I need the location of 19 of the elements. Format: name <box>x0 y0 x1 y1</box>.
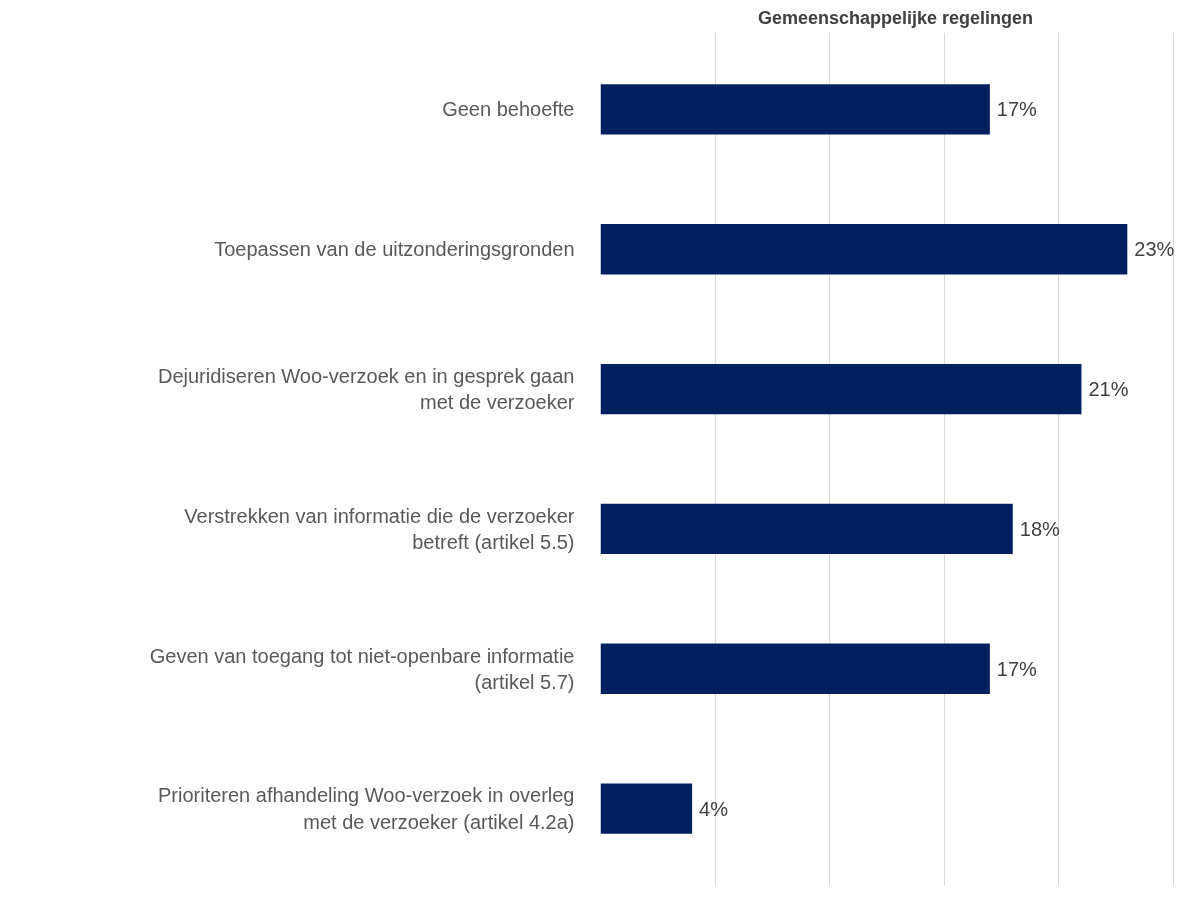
bar <box>600 224 1128 275</box>
y-tick-label: Verstrekken van informatie die de verzoeker betreft (artikel 5.5) <box>184 504 575 554</box>
y-tick-label: Geven van toegang tot niet-openbare informatie (artikel 5.7) <box>149 644 575 693</box>
y-tick-label: Prioriteren afhandeling Woo-verzoek in overleg met de verzoeker (artikel 4.2a) <box>157 784 575 833</box>
bar <box>600 84 990 135</box>
bar <box>600 503 1013 555</box>
y-tick-label: Geen behoefte <box>442 98 575 121</box>
data-label: 23% <box>1134 238 1175 261</box>
y-tick-label: Toepassen van de uitzonderingsgronden <box>214 238 575 261</box>
data-label: 17% <box>996 98 1038 121</box>
data-label: 4% <box>699 797 729 820</box>
bar <box>600 783 693 834</box>
bar <box>600 363 1082 415</box>
data-label: 17% <box>996 657 1038 680</box>
data-label: 21% <box>1088 378 1129 401</box>
y-tick-label: Dejuridiseren Woo-verzoek en in gesprek gaan met de verzoeker <box>157 364 575 414</box>
bar <box>600 643 990 694</box>
data-label: 18% <box>1019 517 1061 540</box>
chart-title: Gemeenschappelijke regelingen <box>757 7 1034 28</box>
